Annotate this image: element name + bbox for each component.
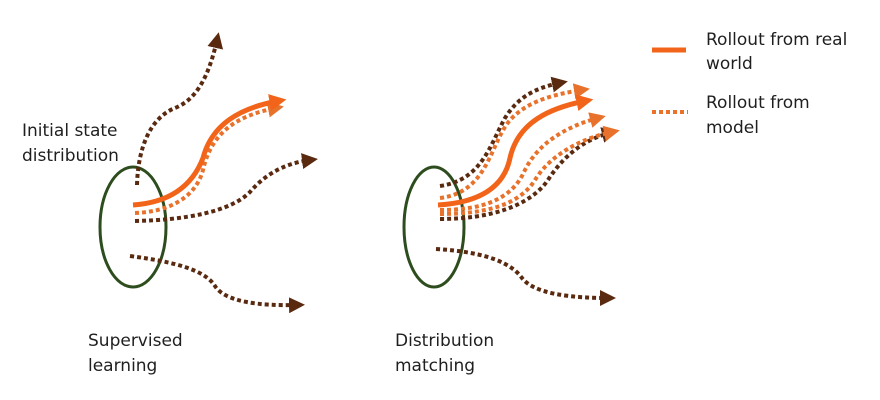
left-caption-line1: Supervised	[88, 331, 183, 351]
left-caption-line2: learning	[88, 356, 157, 376]
legend: Rollout from real world Rollout from mod…	[652, 30, 847, 138]
right-initial-state-ellipse	[402, 165, 466, 289]
right-model-rollout-orange-top	[439, 83, 590, 200]
right-panel	[402, 76, 620, 306]
right-model-rollout-orange-lower	[439, 125, 620, 216]
right-model-rollout-dark-down	[435, 247, 616, 306]
left-model-rollout-orange	[134, 101, 284, 215]
legend-real-label-line1: Rollout from real	[706, 30, 847, 50]
left-model-rollout-middle	[134, 153, 318, 223]
legend-model-label-line1: Rollout from	[706, 93, 810, 113]
right-model-rollout-orange-middle	[439, 112, 606, 212]
left-panel	[98, 32, 318, 314]
right-model-rollout-dark-top	[439, 76, 568, 188]
left-model-rollout-up	[135, 32, 224, 186]
right-caption-line2: matching	[395, 356, 475, 376]
legend-model-label-line2: model	[706, 118, 759, 138]
legend-real-label-line2: world	[706, 54, 753, 74]
right-caption-line1: Distribution	[395, 331, 494, 351]
left-initial-state-ellipse	[98, 165, 168, 289]
left-real-rollout	[132, 94, 287, 208]
right-model-rollout-dark-middle	[439, 127, 618, 221]
right-real-rollout	[437, 94, 594, 208]
initial-state-label-line1: Initial state	[22, 121, 118, 141]
left-model-rollout-down	[129, 254, 305, 314]
initial-state-label-line2: distribution	[22, 146, 119, 166]
